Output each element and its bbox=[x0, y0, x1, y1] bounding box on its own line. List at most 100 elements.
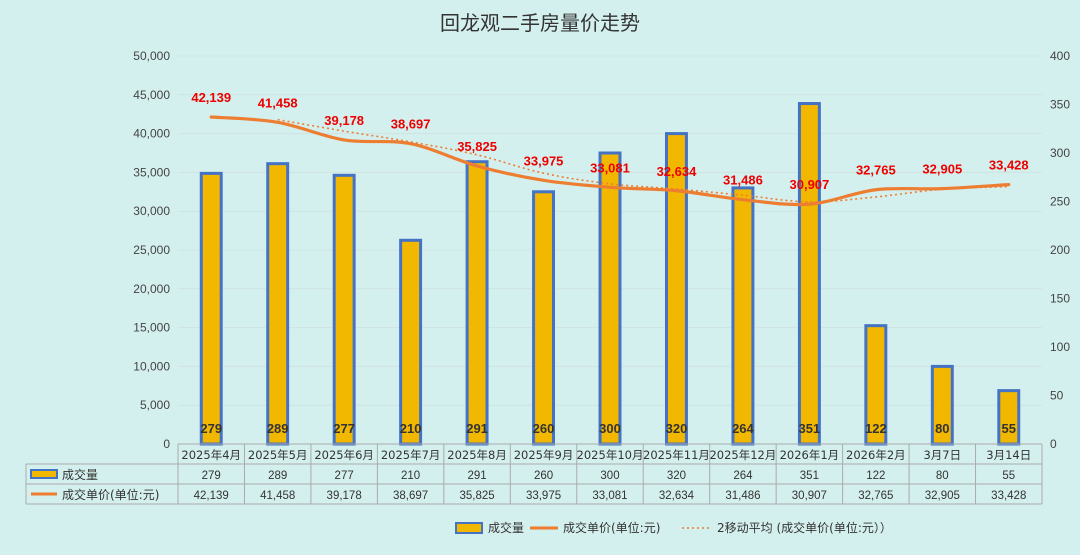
volume-label: 55 bbox=[1002, 421, 1016, 436]
left-tick-label: 45,000 bbox=[133, 88, 170, 102]
moving-average-line bbox=[277, 118, 1009, 203]
table-cell: 33,081 bbox=[592, 490, 627, 502]
table-cell: 277 bbox=[335, 470, 354, 482]
category-label: 2026年1月 bbox=[780, 448, 840, 462]
bar-series bbox=[199, 102, 1021, 446]
bar bbox=[332, 173, 356, 446]
table-cell: 300 bbox=[600, 470, 619, 482]
legend-key-volume bbox=[455, 522, 483, 534]
price-label: 42,139 bbox=[191, 90, 231, 105]
left-tick-label: 25,000 bbox=[133, 243, 170, 257]
legend-label-price: 成交单价(单位:元) bbox=[563, 520, 660, 535]
price-label: 32,905 bbox=[922, 162, 962, 177]
table-cell: 32,905 bbox=[925, 490, 960, 502]
left-tick-label: 35,000 bbox=[133, 165, 170, 179]
legend-label-volume: 成交量 bbox=[488, 520, 524, 535]
price-label: 32,634 bbox=[657, 164, 698, 179]
price-label: 41,458 bbox=[258, 95, 298, 110]
right-tick-label: 200 bbox=[1050, 243, 1070, 257]
category-label: 2025年11月 bbox=[643, 448, 710, 462]
category-label: 2025年9月 bbox=[514, 448, 574, 462]
table-cell: 33,975 bbox=[526, 490, 561, 502]
left-tick-label: 5,000 bbox=[140, 398, 170, 412]
price-label: 33,081 bbox=[590, 160, 630, 175]
volume-label: 351 bbox=[799, 421, 821, 436]
bar bbox=[731, 186, 755, 446]
price-label: 33,975 bbox=[524, 153, 564, 168]
table-cell: 42,139 bbox=[194, 490, 229, 502]
table-cell: 32,765 bbox=[858, 490, 893, 502]
right-tick-label: 300 bbox=[1050, 146, 1070, 160]
price-label: 38,697 bbox=[391, 117, 431, 132]
bar bbox=[532, 190, 556, 446]
category-label: 2025年4月 bbox=[181, 448, 241, 462]
chart-title: 回龙观二手房量价走势 bbox=[440, 11, 640, 35]
category-label: 2025年6月 bbox=[314, 448, 374, 462]
category-label: 3月14日 bbox=[986, 448, 1031, 462]
table-cell: 38,697 bbox=[393, 490, 428, 502]
row-label-volume: 成交量 bbox=[62, 467, 98, 482]
data-labels: 279 289 277 210 291 260 300 320 264 351 122 80 55 42,… bbox=[191, 90, 1028, 436]
left-tick-label: 10,000 bbox=[133, 359, 170, 373]
right-tick-label: 0 bbox=[1050, 437, 1057, 451]
legend: 成交量 成交单价(单位:元) 2移动平均 (成交单价(单位:元）） bbox=[455, 520, 892, 535]
volume-label: 289 bbox=[267, 421, 289, 436]
table-cell: 31,486 bbox=[725, 490, 760, 502]
left-tick-label: 15,000 bbox=[133, 321, 170, 335]
legend-label-moving-average: 2移动平均 (成交单价(单位:元）） bbox=[717, 520, 892, 535]
table-cell: 210 bbox=[401, 470, 420, 482]
volume-label: 277 bbox=[333, 421, 355, 436]
bar bbox=[199, 171, 223, 446]
data-table: 2025年4月 2025年5月 2025年6月 2025年7月 2025年8月 2025年… bbox=[25, 443, 1043, 505]
line-series bbox=[209, 115, 1011, 207]
category-label: 2025年12月 bbox=[709, 448, 776, 462]
bar bbox=[465, 160, 489, 446]
table-cell: 122 bbox=[866, 470, 885, 482]
category-label: 2025年10月 bbox=[577, 448, 644, 462]
volume-label: 260 bbox=[533, 421, 555, 436]
right-tick-label: 250 bbox=[1050, 195, 1070, 209]
volume-label: 279 bbox=[200, 421, 222, 436]
bar bbox=[598, 151, 622, 446]
category-label: 2025年7月 bbox=[381, 448, 441, 462]
price-label: 30,907 bbox=[790, 177, 830, 192]
right-tick-label: 350 bbox=[1050, 98, 1070, 112]
left-tick-label: 40,000 bbox=[133, 127, 170, 141]
volume-label: 210 bbox=[400, 421, 422, 436]
right-tick-label: 100 bbox=[1050, 340, 1070, 354]
table-cell: 32,634 bbox=[659, 490, 695, 502]
table-cell: 39,178 bbox=[327, 490, 362, 502]
volume-label: 80 bbox=[935, 421, 949, 436]
table-cell: 264 bbox=[733, 470, 753, 482]
bar bbox=[399, 238, 423, 446]
table-cell: 291 bbox=[467, 470, 486, 482]
right-tick-label: 400 bbox=[1050, 49, 1070, 63]
left-tick-label: 0 bbox=[163, 437, 170, 451]
row-key-volume bbox=[30, 469, 58, 479]
table-cell: 320 bbox=[667, 470, 686, 482]
left-tick-label: 20,000 bbox=[133, 282, 170, 296]
table-cell: 289 bbox=[268, 470, 287, 482]
row-label-price: 成交单价(单位:元) bbox=[62, 487, 159, 502]
table-cell: 55 bbox=[1002, 470, 1015, 482]
table-cell: 33,428 bbox=[991, 490, 1026, 502]
volume-label: 122 bbox=[865, 421, 887, 436]
left-tick-label: 50,000 bbox=[133, 49, 170, 63]
price-label: 32,765 bbox=[856, 163, 896, 178]
right-tick-label: 50 bbox=[1050, 389, 1064, 403]
category-label: 2026年2月 bbox=[846, 448, 906, 462]
bar bbox=[664, 132, 688, 446]
category-label: 3月7日 bbox=[923, 448, 961, 462]
table-cell: 279 bbox=[202, 470, 221, 482]
left-axis: 0 5,000 10,000 15,000 20,000 25,000 30,000 35,0… bbox=[133, 49, 170, 451]
volume-label: 291 bbox=[466, 421, 488, 436]
volume-label: 320 bbox=[666, 421, 688, 436]
category-label: 2025年5月 bbox=[248, 448, 308, 462]
right-tick-label: 150 bbox=[1050, 292, 1070, 306]
table-cell: 30,907 bbox=[792, 490, 827, 502]
table-cell: 41,458 bbox=[260, 490, 295, 502]
category-label: 2025年8月 bbox=[447, 448, 507, 462]
right-axis: 0 50 100 150 200 250 300 350 400 bbox=[1050, 49, 1070, 451]
bar bbox=[797, 102, 821, 446]
